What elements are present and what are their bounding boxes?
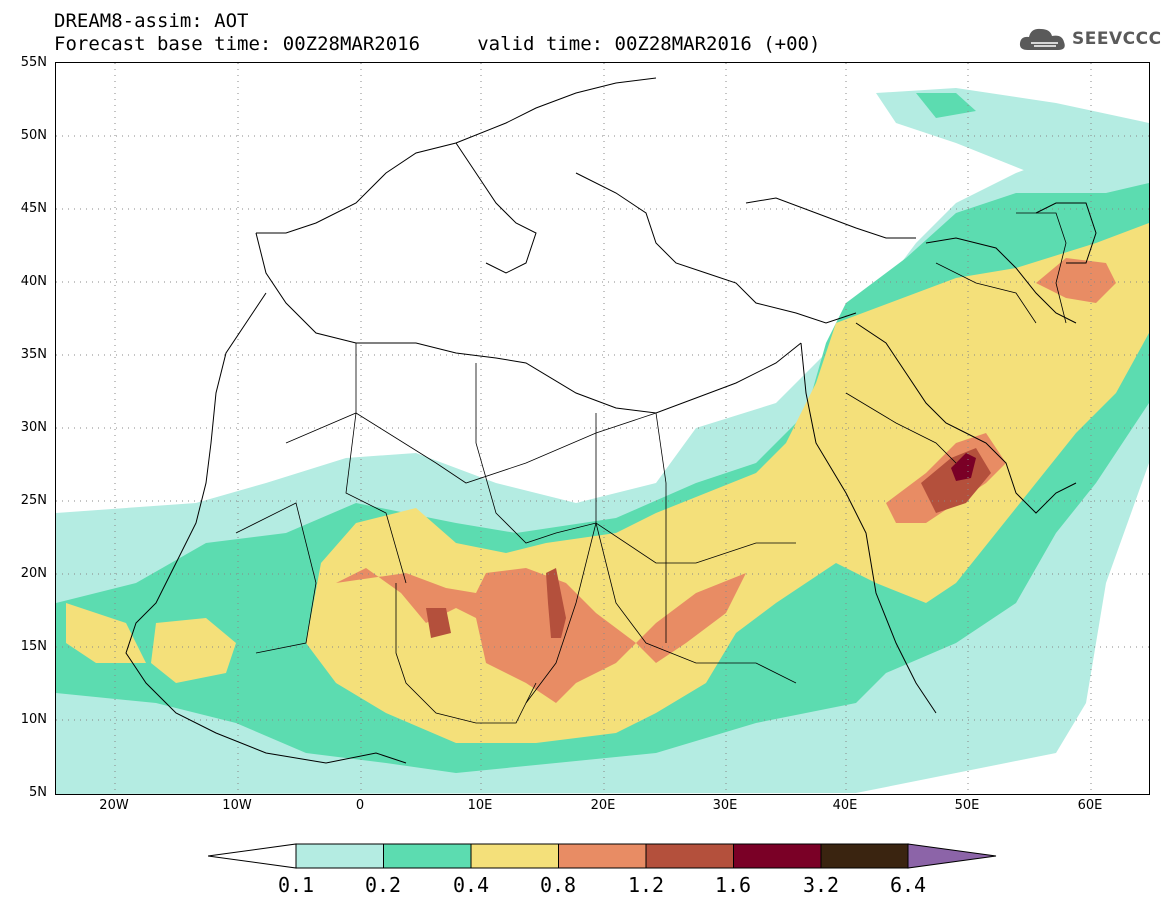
aot-map-canvas [56, 63, 1149, 794]
lat-label-30n: 30N [20, 420, 47, 435]
lat-label-5n: 5N [29, 785, 47, 800]
colorbar-box [383, 843, 472, 869]
lon-label-10e: 10E [467, 798, 493, 813]
coastlines [125, 77, 1097, 764]
lat-label-15n: 15N [20, 639, 47, 654]
lon-label-50e: 50E [954, 798, 980, 813]
aot-map[interactable] [55, 62, 1150, 795]
lon-label-30e: 30E [712, 798, 738, 813]
seevccc-logo: SEEVCCC [1018, 24, 1162, 54]
lat-label-55n: 55N [20, 55, 47, 70]
colorbar-lower-arrow [208, 843, 297, 869]
lat-label-40n: 40N [20, 274, 47, 289]
colorbar-box [470, 843, 559, 869]
colorbar-box [295, 843, 384, 869]
lat-label-50n: 50N [20, 128, 47, 143]
colorbar-box [558, 843, 647, 869]
forecast-times: Forecast base time: 00Z28MAR2016 valid t… [54, 33, 821, 55]
lon-label-40e: 40E [832, 798, 858, 813]
map-title: DREAM8-assim: AOT [54, 10, 249, 32]
lat-label-10n: 10N [20, 712, 47, 727]
lat-label-25n: 25N [20, 493, 47, 508]
lat-label-20n: 20N [20, 566, 47, 581]
lat-label-35n: 35N [20, 347, 47, 362]
cloud-icon [1019, 28, 1065, 50]
colorbar-box [645, 843, 734, 869]
lon-label-10w: 10W [222, 798, 252, 813]
colorbar-label-0.4: 0.4 [452, 873, 490, 897]
colorbar-label-6.4: 6.4 [889, 873, 927, 897]
colorbar-label-1.2: 1.2 [627, 873, 665, 897]
colorbar-label-0.2: 0.2 [364, 873, 402, 897]
colorbar-label-3.2: 3.2 [802, 873, 840, 897]
lat-label-45n: 45N [20, 201, 47, 216]
lon-label-60e: 60E [1077, 798, 1103, 813]
colorbar-upper-arrow [907, 843, 997, 869]
country-borders [235, 212, 1067, 724]
lon-label-0: 0 [355, 798, 365, 813]
logo-text: SEEVCCC [1072, 29, 1162, 49]
colorbar-boxes [295, 843, 909, 869]
colorbar-box [820, 843, 909, 869]
lon-label-20w: 20W [99, 798, 129, 813]
colorbar-label-0.1: 0.1 [277, 873, 315, 897]
colorbar-label-0.8: 0.8 [539, 873, 577, 897]
colorbar-label-1.6: 1.6 [714, 873, 752, 897]
aot-contour-1.6 [951, 453, 976, 481]
colorbar [208, 843, 997, 869]
graticule [56, 63, 1149, 794]
lon-label-20e: 20E [590, 798, 616, 813]
colorbar-box [733, 843, 822, 869]
